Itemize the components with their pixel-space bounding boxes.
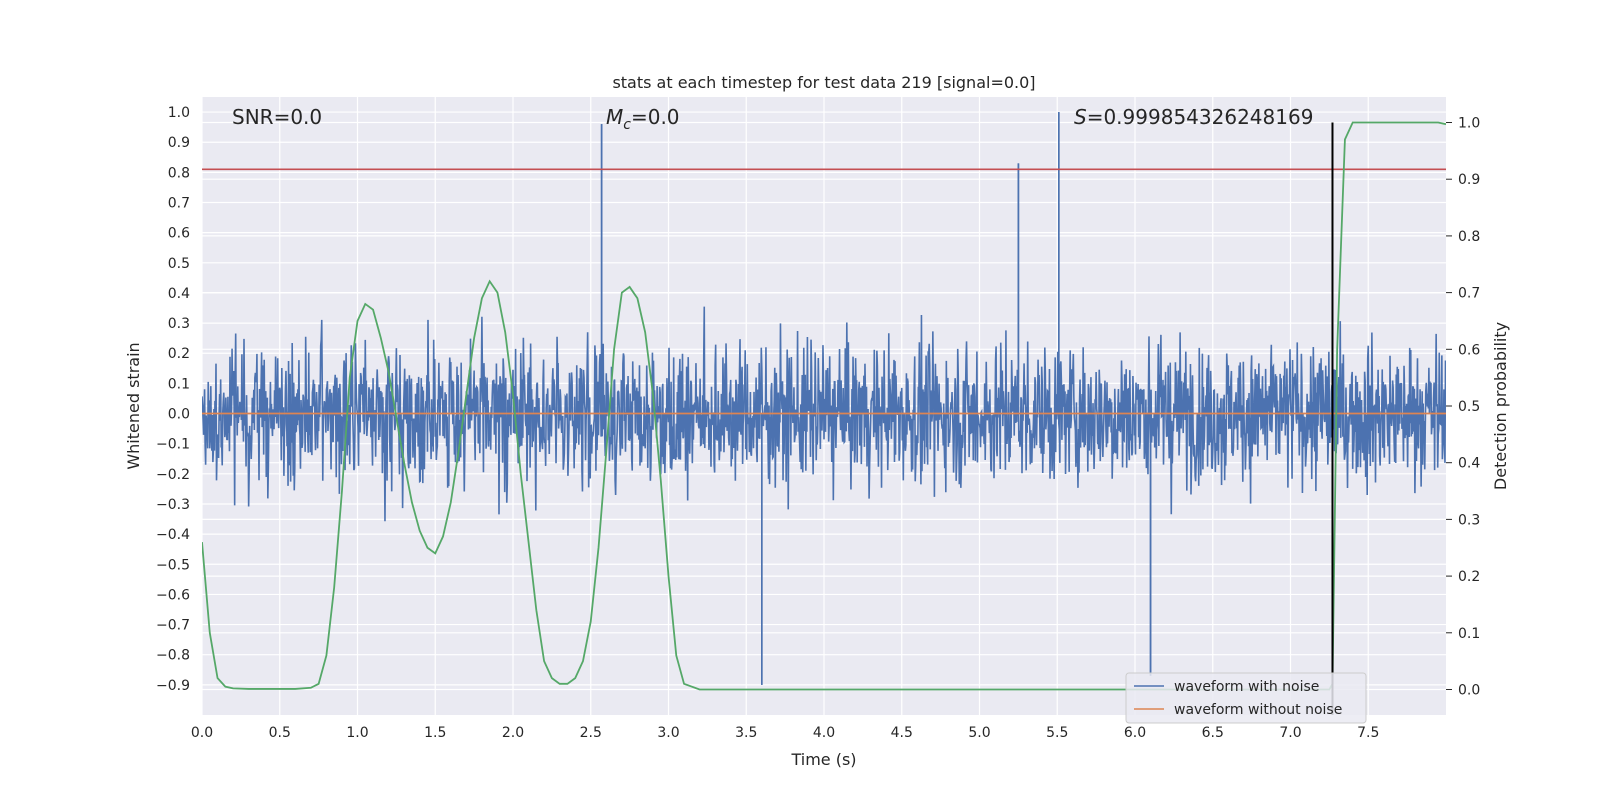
y-tick-label: −0.3	[156, 497, 190, 513]
legend-label-waveform-with-noise: waveform with noise	[1174, 679, 1319, 695]
y-tick-label: −0.9	[156, 678, 190, 694]
y-tick-label: 1.0	[168, 105, 190, 121]
x-tick-label: 1.5	[424, 725, 446, 741]
legend-box	[1125, 672, 1367, 724]
s-symbol: S	[1074, 105, 1087, 129]
y-tick-label: −0.7	[156, 618, 190, 634]
s-annotation: S=0.999854326248169	[1074, 105, 1313, 129]
x-tick-label: 6.0	[1124, 725, 1146, 741]
mc-subscript: c	[623, 117, 631, 133]
y-tick-label: −0.1	[156, 437, 190, 453]
y-tick-label: −0.5	[156, 557, 190, 573]
y2-tick-label: 0.0	[1458, 682, 1480, 698]
y-tick-label: 0.9	[168, 135, 190, 151]
y-tick-label: 0.1	[168, 376, 190, 392]
snr-annotation: SNR=0.0	[232, 105, 322, 129]
x-tick-label: 2.5	[580, 725, 602, 741]
y2-tick-label: 0.1	[1458, 626, 1480, 642]
x-tick-label: 3.5	[735, 725, 757, 741]
x-tick-label: 5.0	[968, 725, 990, 741]
x-tick-label: 6.5	[1202, 725, 1224, 741]
x-tick-label: 5.5	[1046, 725, 1068, 741]
legend-label-waveform-without-noise: waveform without noise	[1174, 702, 1342, 718]
y2-tick-label: 0.9	[1458, 172, 1480, 188]
y-tick-label: 0.6	[168, 226, 190, 242]
y2-tick-label: 1.0	[1458, 116, 1480, 132]
chart-title: stats at each timestep for test data 219…	[612, 73, 1035, 92]
waveform-with-noise-series	[202, 112, 1446, 685]
y2-tick-label: 0.2	[1458, 569, 1480, 585]
y-tick-label: 0.0	[168, 407, 190, 423]
mc-annotation: Mc=0.0	[606, 105, 680, 133]
x-tick-label: 0.5	[269, 725, 291, 741]
y-tick-label: 0.2	[168, 346, 190, 362]
bottom-tick-labels: 0.0 0.5 1.0 1.5 2.0 2.5 3.0 3.5 4.0 4.5 5.0 5.5 6.0 6…	[191, 725, 1380, 741]
y-tick-label: −0.2	[156, 467, 190, 483]
y2-tick-label: 0.8	[1458, 229, 1480, 245]
x-tick-label: 4.0	[813, 725, 835, 741]
snr-value: =0.0	[274, 105, 323, 129]
mc-symbol: M	[606, 105, 623, 129]
left-tick-labels: 1.0 0.9 0.8 0.7 0.6 0.5 0.4 0.3 0.2 0.1 0.0 −0.1 −0.…	[156, 105, 190, 694]
y-tick-label: 0.3	[168, 316, 190, 332]
y-tick-label: 0.4	[168, 286, 190, 302]
y2-axis-label: Detection probability	[1491, 322, 1510, 490]
s-value: =0.999854326248169	[1087, 105, 1314, 129]
y-tick-label: −0.6	[156, 587, 190, 603]
y2-tick-label: 0.6	[1458, 342, 1480, 358]
x-tick-label: 7.0	[1279, 725, 1301, 741]
y-tick-label: −0.4	[156, 527, 190, 543]
y-tick-label: 0.8	[168, 165, 190, 181]
y2-tick-label: 0.5	[1458, 399, 1480, 415]
y2-tick-label: 0.4	[1458, 456, 1480, 472]
y2-tick-label: 0.7	[1458, 286, 1480, 302]
mc-value: =0.0	[631, 105, 680, 129]
right-tick-labels: 1.0 0.9 0.8 0.7 0.6 0.5 0.4 0.3 0.2 0.1 0.0	[1446, 116, 1480, 698]
y2-tick-label: 0.3	[1458, 512, 1480, 528]
x-tick-label: 2.0	[502, 725, 524, 741]
y-tick-label: 0.5	[168, 256, 190, 272]
x-tick-label: 0.0	[191, 725, 213, 741]
y-axis-label: Whitened strain	[124, 342, 143, 469]
y-tick-label: −0.8	[156, 648, 190, 664]
x-tick-label: 3.0	[657, 725, 679, 741]
x-axis-label: Time (s)	[790, 750, 856, 769]
legend: waveform with noise waveform without noi…	[1125, 672, 1367, 724]
x-tick-label: 7.5	[1357, 725, 1379, 741]
snr-prefix: SNR	[232, 105, 274, 129]
y-tick-label: 0.7	[168, 196, 190, 212]
x-tick-label: 1.0	[346, 725, 368, 741]
x-tick-label: 4.5	[891, 725, 913, 741]
